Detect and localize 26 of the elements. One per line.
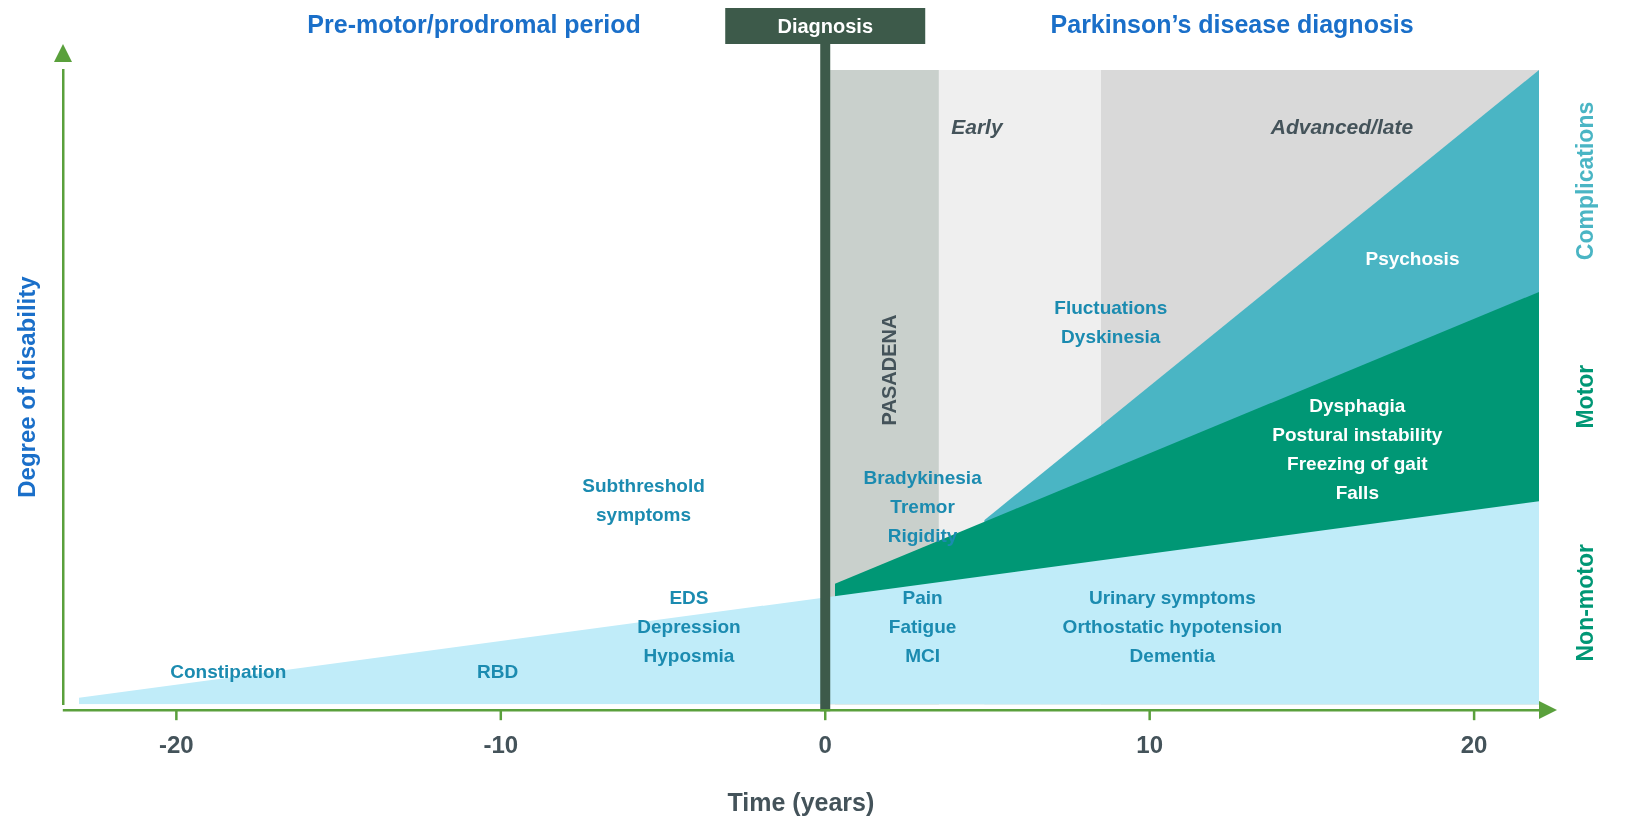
- x-tick-label: 20: [1460, 731, 1488, 759]
- band-label: Early: [951, 114, 1004, 138]
- text: Non-motor: [1572, 543, 1599, 662]
- annotation: Pain Fatigue MCI: [888, 587, 957, 667]
- x-tick-label: 10: [1136, 731, 1164, 759]
- annotation: Fluctuations Dyskinesia: [1054, 297, 1168, 348]
- annotation: Subthreshold symptoms: [582, 474, 705, 525]
- x-axis-title: Time (years): [727, 787, 875, 816]
- y-axis-title: Degree of disability: [13, 275, 41, 498]
- annotation: Constipation: [170, 660, 287, 682]
- annotation: Dysphagia Postural instability Freezing of gait Falls: [1272, 395, 1443, 504]
- annotation: Urinary symptoms Orthostatic hypotension Dementia: [1062, 587, 1283, 667]
- text: Motor: [1572, 364, 1599, 429]
- x-tick-label: 0: [818, 731, 832, 759]
- x-tick-label: -20: [159, 731, 194, 759]
- chart-subtitle: Parkinson’s disease diagnosis: [1050, 9, 1414, 38]
- text: Complications: [1572, 101, 1599, 261]
- annotation: EDS Depression Hyposmia: [637, 587, 741, 667]
- ref-line-label: Diagnosis: [777, 14, 874, 37]
- band-label: PASADENA: [877, 314, 900, 426]
- x-tick-label: -10: [483, 731, 519, 759]
- annotation: Bradykinesia Tremor Rigidity: [863, 466, 983, 546]
- chart-title: Pre-motor/prodromal period: [307, 9, 641, 38]
- band-label: Advanced/late: [1269, 114, 1414, 138]
- annotation: RBD: [476, 660, 519, 682]
- annotation: Psychosis: [1365, 248, 1460, 270]
